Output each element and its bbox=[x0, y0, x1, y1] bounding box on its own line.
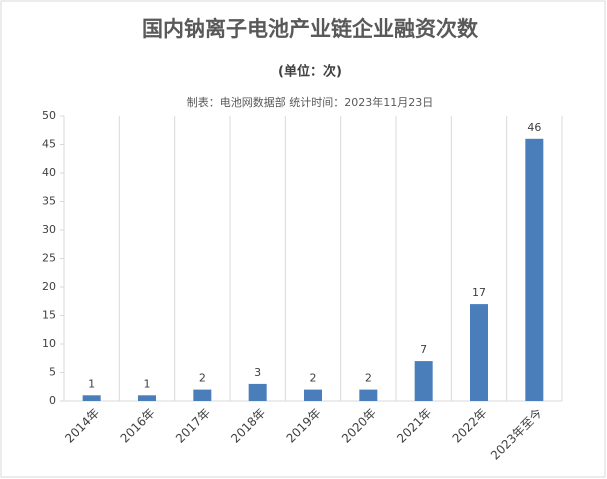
bar bbox=[304, 389, 322, 401]
y-tick-label: 0 bbox=[49, 394, 56, 407]
bar bbox=[248, 383, 267, 401]
bar bbox=[414, 361, 433, 401]
bar bbox=[359, 389, 378, 401]
data-label: 3 bbox=[254, 366, 261, 379]
data-label: 2 bbox=[365, 372, 372, 385]
chart-note: 制表：电池网数据部 统计时间：2023年11月23日 bbox=[187, 95, 433, 109]
y-tick-label: 15 bbox=[42, 309, 56, 322]
y-tick-label: 25 bbox=[42, 252, 56, 265]
y-tick-label: 40 bbox=[42, 166, 56, 179]
y-tick-label: 30 bbox=[42, 223, 56, 236]
y-tick-label: 50 bbox=[42, 109, 56, 122]
y-tick-label: 10 bbox=[42, 337, 56, 350]
bar bbox=[193, 389, 212, 401]
y-tick-label: 5 bbox=[49, 366, 56, 379]
bar bbox=[82, 395, 101, 401]
data-label: 7 bbox=[420, 343, 427, 356]
data-label: 1 bbox=[88, 377, 95, 390]
bar bbox=[525, 138, 544, 402]
data-label: 17 bbox=[472, 286, 486, 299]
y-tick-label: 45 bbox=[42, 138, 56, 151]
y-tick-label: 20 bbox=[42, 280, 56, 293]
data-label: 2 bbox=[310, 372, 317, 385]
data-label: 2 bbox=[199, 372, 206, 385]
bar bbox=[470, 304, 488, 401]
chart-subtitle: (单位：次) bbox=[278, 64, 342, 80]
chart-title: 国内钠离子电池产业链企业融资次数 bbox=[142, 17, 479, 41]
data-label: 46 bbox=[527, 121, 541, 134]
bar bbox=[138, 395, 156, 401]
y-tick-label: 35 bbox=[42, 195, 56, 208]
data-label: 1 bbox=[144, 377, 151, 390]
